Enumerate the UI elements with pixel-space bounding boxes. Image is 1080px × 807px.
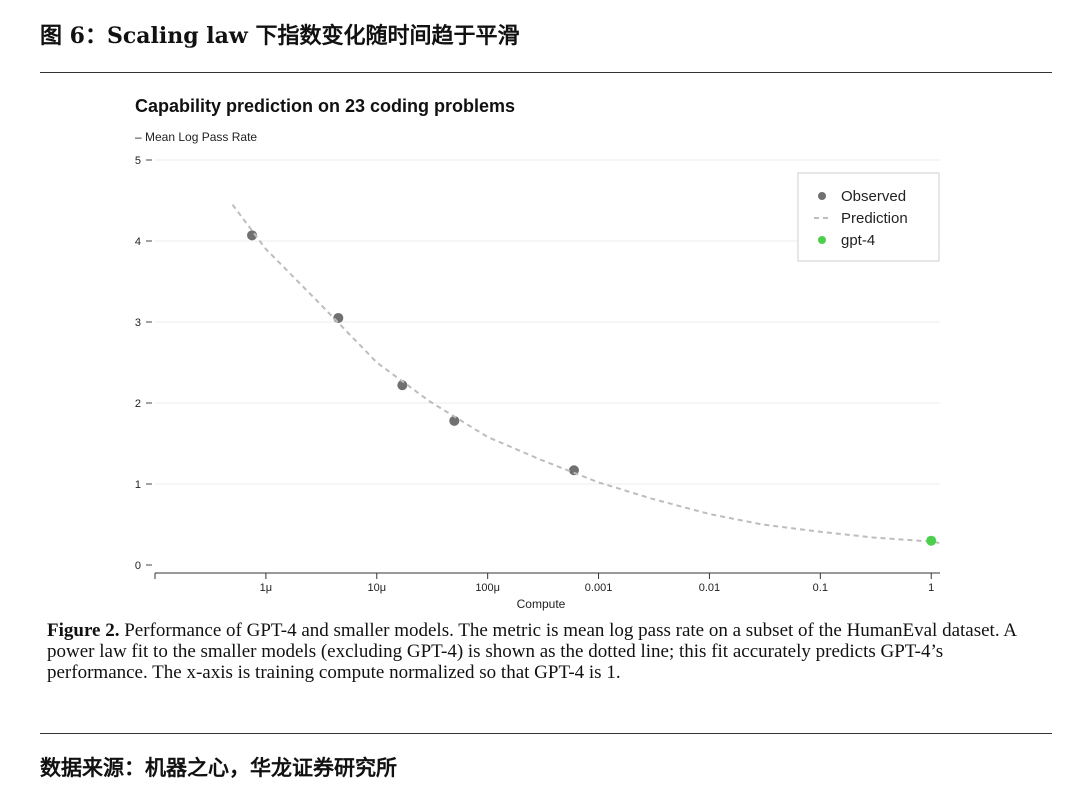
figure-header: 图 6：Scaling law 下指数变化随时间趋于平滑	[40, 23, 520, 49]
prediction-line	[231, 203, 941, 545]
figure-caption: Figure 2. Performance of GPT-4 and small…	[47, 620, 1047, 683]
legend-marker-observed	[818, 192, 826, 200]
footer-rule	[40, 733, 1052, 734]
x-axis: 1μ 10μ 100μ 0.001 0.01 0.1 1	[154, 572, 940, 594]
legend-label-gpt-4: gpt-4	[841, 232, 875, 249]
x-tick-label: 0.001	[585, 582, 613, 594]
chart-title: Capability prediction on 23 coding probl…	[135, 96, 515, 116]
header-rule	[40, 72, 1052, 73]
observed-point	[397, 380, 408, 391]
x-tick-label: 10μ	[367, 582, 386, 594]
x-tick-label: 100μ	[475, 582, 500, 594]
legend: Observed Prediction gpt-4	[797, 172, 940, 262]
y-tick-label: 3	[135, 317, 141, 329]
y-axis: 0 1 2 3 4 5	[135, 155, 152, 572]
legend-box	[797, 172, 940, 262]
observed-point	[449, 415, 460, 426]
observed-point	[247, 230, 258, 241]
gpt-4-point	[926, 535, 937, 546]
x-axis-label: Compute	[517, 597, 566, 611]
legend-label-prediction: Prediction	[841, 210, 908, 227]
chart: Capability prediction on 23 coding probl…	[135, 96, 941, 611]
x-tick-label: 0.01	[699, 582, 720, 594]
chart-marks	[231, 203, 941, 546]
y-tick-label: 2	[135, 398, 141, 410]
y-tick-label: 5	[135, 155, 141, 167]
legend-label-observed: Observed	[841, 188, 906, 205]
data-source: 数据来源：机器之心，华龙证券研究所	[40, 755, 397, 780]
y-tick-label: 4	[135, 236, 141, 248]
y-tick-label: 0	[135, 560, 141, 572]
x-tick-label: 0.1	[813, 582, 828, 594]
legend-marker-gpt-4	[818, 236, 826, 244]
x-tick-label: 1	[928, 582, 934, 594]
x-tick-label: 1μ	[260, 582, 272, 594]
y-tick-label: 1	[135, 479, 141, 491]
caption-text: Performance of GPT-4 and smaller models.…	[47, 620, 1016, 683]
y-axis-label: – Mean Log Pass Rate	[135, 130, 257, 144]
caption-label: Figure 2.	[47, 620, 120, 641]
